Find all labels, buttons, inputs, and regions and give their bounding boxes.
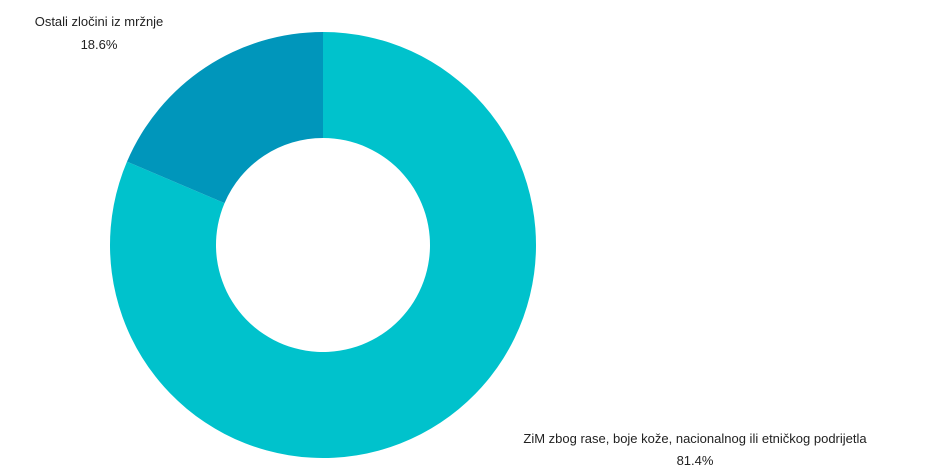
slice-label-other: Ostali zločini iz mržnje — [35, 14, 164, 29]
donut-slices — [110, 32, 537, 458]
slice-label-race: ZiM zbog rase, boje kože, nacionalnog il… — [523, 431, 867, 446]
slice-value-race: 81.4% — [677, 453, 714, 468]
donut-slice-1 — [126, 32, 323, 204]
slice-value-other: 18.6% — [81, 37, 118, 52]
donut-slice-0 — [110, 32, 537, 458]
